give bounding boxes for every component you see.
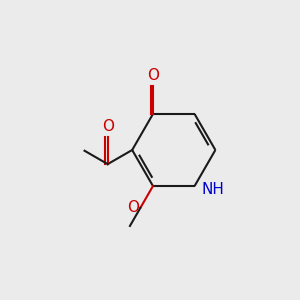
Text: O: O	[147, 68, 159, 83]
Text: NH: NH	[201, 182, 224, 196]
Text: O: O	[128, 200, 140, 215]
Text: O: O	[102, 119, 114, 134]
